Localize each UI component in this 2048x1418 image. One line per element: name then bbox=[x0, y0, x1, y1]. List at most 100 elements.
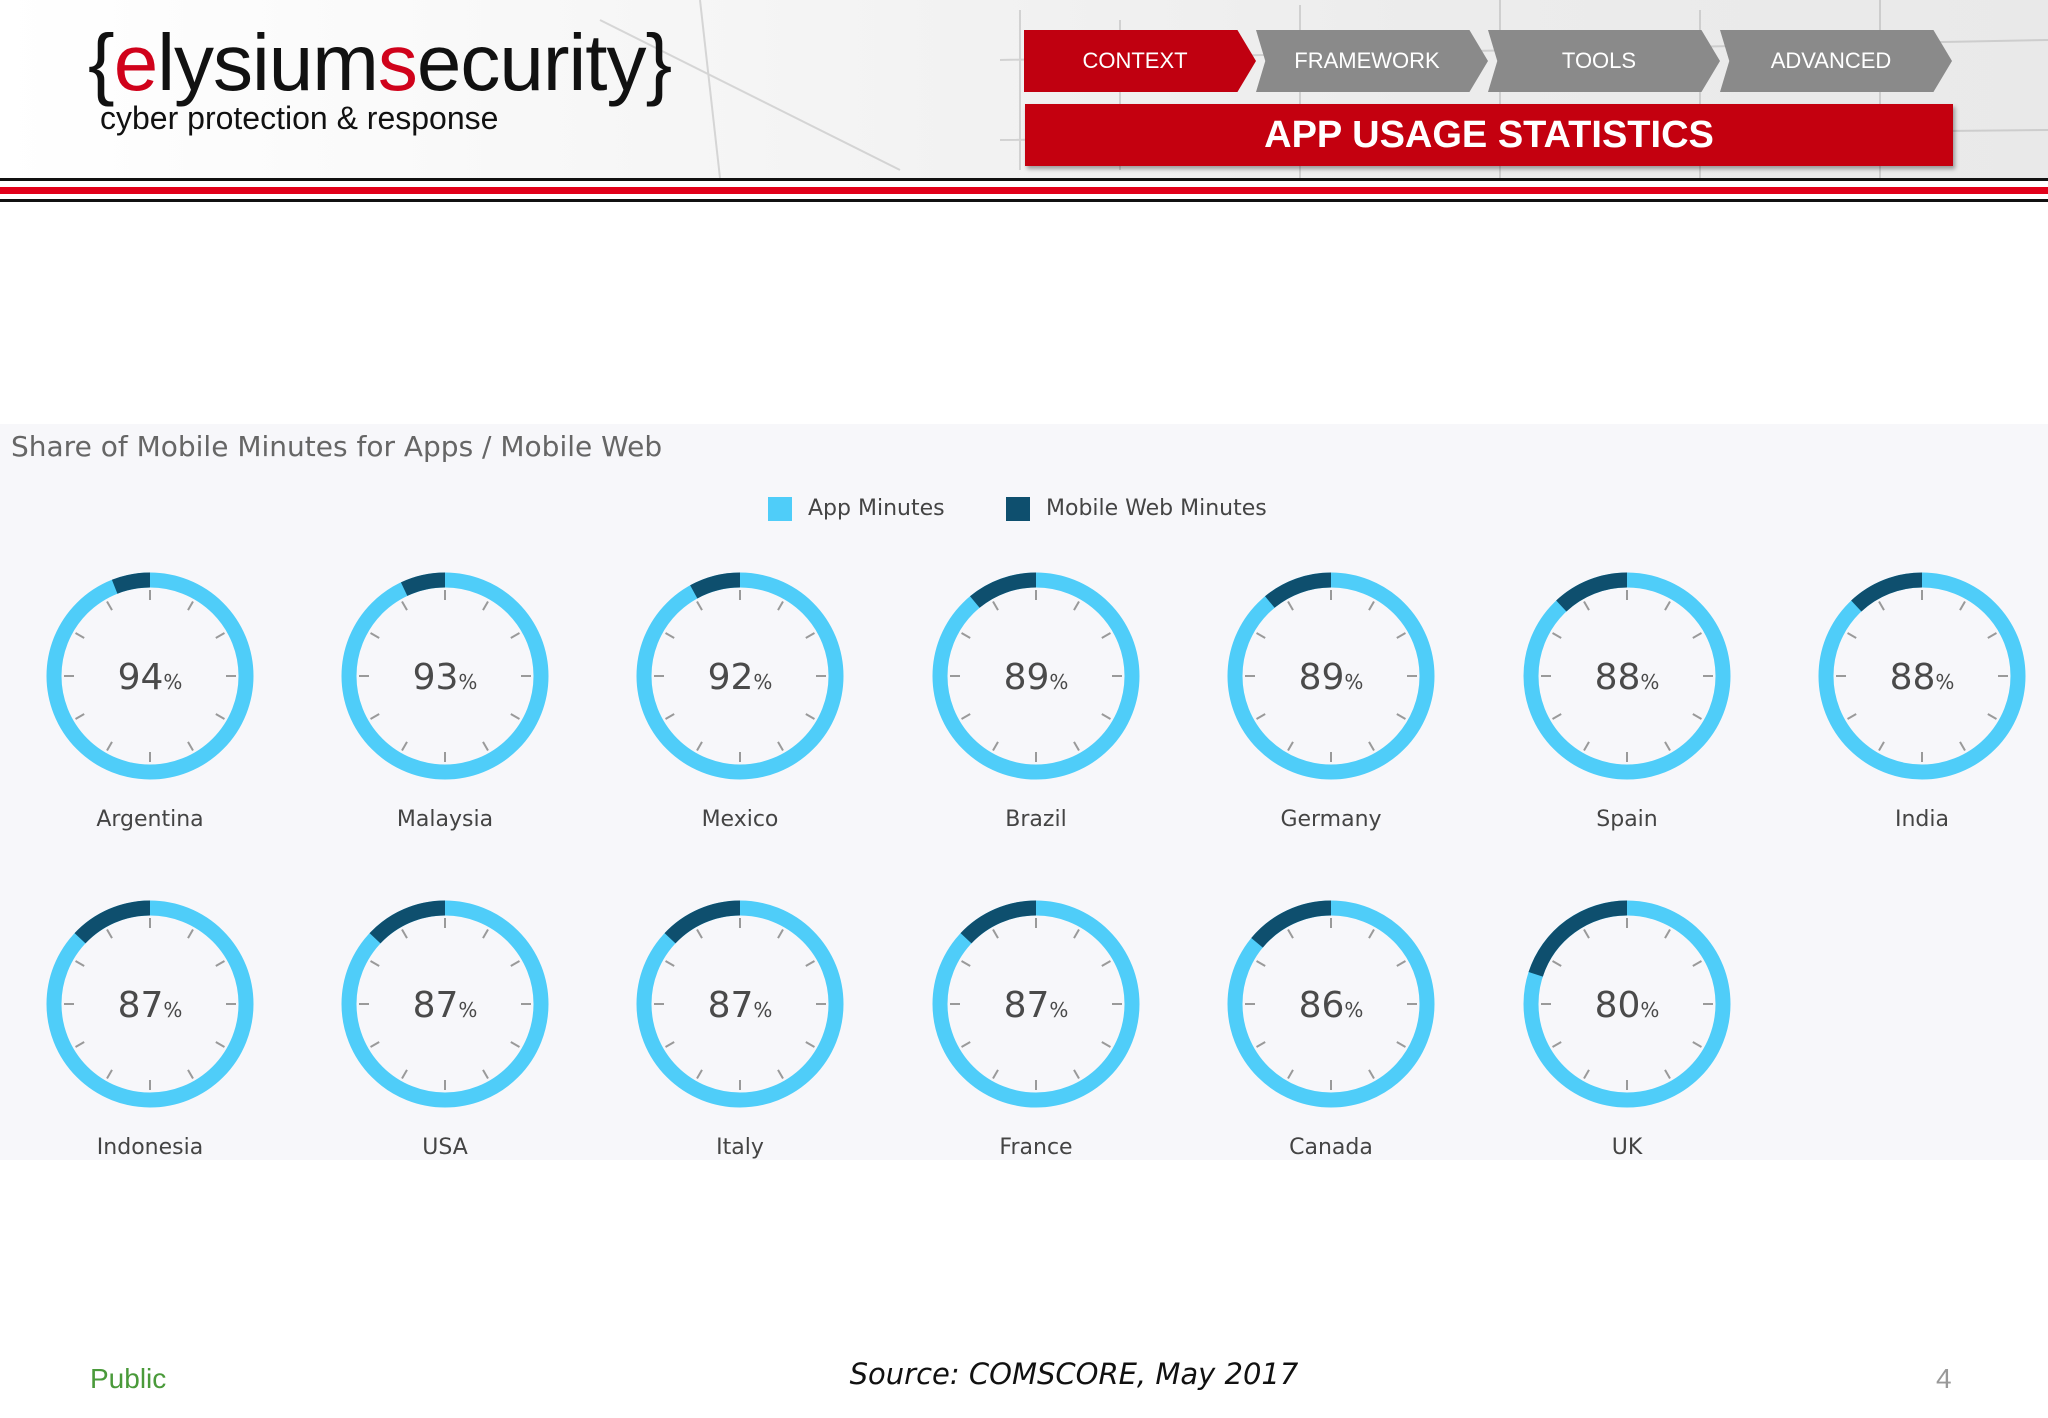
gauge-tick bbox=[106, 929, 113, 939]
gauge-tick bbox=[187, 741, 194, 751]
gauge-ticks-germany bbox=[1245, 590, 1417, 762]
gauge-ticks-india bbox=[1836, 590, 2008, 762]
gauge-value-germany: 89% bbox=[1299, 657, 1364, 698]
gauge-tick bbox=[75, 960, 85, 967]
nav-item-advanced[interactable]: ADVANCED bbox=[1720, 30, 1952, 92]
gauge-tick bbox=[1959, 741, 1966, 751]
gauge-ticks-usa bbox=[359, 918, 531, 1090]
gauge-ticks-france bbox=[950, 918, 1122, 1090]
gauge-tick bbox=[1256, 713, 1266, 720]
gauge-value-canada: 86% bbox=[1299, 985, 1364, 1026]
gauge-tick bbox=[215, 713, 225, 720]
gauge-india: 88% India bbox=[1818, 572, 2026, 832]
gauge-label-france: France bbox=[999, 1135, 1072, 1160]
header-rule-top bbox=[0, 178, 2048, 181]
web-share-arc-germany bbox=[1265, 572, 1332, 608]
gauge-ticks-argentina bbox=[64, 590, 236, 762]
gauge-tick bbox=[510, 1041, 520, 1048]
gauge-tick bbox=[75, 1041, 85, 1048]
gauge-label-italy: Italy bbox=[716, 1135, 764, 1160]
gauge-tick bbox=[370, 960, 380, 967]
gauge-tick bbox=[1583, 601, 1590, 611]
gauge-tick bbox=[215, 632, 225, 639]
gauge-tick bbox=[1987, 713, 1997, 720]
gauge-value-uk: 80% bbox=[1595, 985, 1660, 1026]
header-rule-bottom bbox=[0, 199, 2048, 202]
legend-swatch-app bbox=[768, 496, 792, 521]
web-share-arc-uk bbox=[1528, 900, 1628, 977]
gauge-value-france: 87% bbox=[1004, 985, 1069, 1026]
nav-item-framework[interactable]: FRAMEWORK bbox=[1256, 30, 1488, 92]
web-share-arc-mexico bbox=[690, 572, 741, 599]
web-share-arc-usa bbox=[369, 900, 446, 944]
gauge-tick bbox=[1256, 632, 1266, 639]
gauge-usa: 87% USA bbox=[341, 900, 549, 1160]
gauge-tick bbox=[1583, 1069, 1590, 1079]
gauge-tick bbox=[1664, 929, 1671, 939]
gauge-tick bbox=[961, 632, 971, 639]
gauge-ticks-canada bbox=[1245, 918, 1417, 1090]
gauge-ticks-malaysia bbox=[359, 590, 531, 762]
gauge-tick bbox=[1101, 713, 1111, 720]
gauge-italy: 87% Italy bbox=[636, 900, 844, 1160]
gauge-label-argentina: Argentina bbox=[96, 807, 203, 832]
gauge-tick bbox=[510, 632, 520, 639]
gauge-label-mexico: Mexico bbox=[702, 807, 779, 832]
nav-item-context[interactable]: CONTEXT bbox=[1024, 30, 1256, 92]
gauge-tick bbox=[1073, 741, 1080, 751]
gauge-uk: 80% UK bbox=[1523, 900, 1731, 1160]
gauge-tick bbox=[805, 632, 815, 639]
web-share-arc-brazil bbox=[970, 572, 1037, 608]
gauge-tick bbox=[805, 960, 815, 967]
gauge-tick bbox=[665, 632, 675, 639]
gauge-ticks-uk bbox=[1541, 918, 1713, 1090]
gauge-tick bbox=[370, 632, 380, 639]
gauge-tick bbox=[665, 713, 675, 720]
gauge-tick bbox=[992, 601, 999, 611]
gauge-value-usa: 87% bbox=[413, 985, 478, 1026]
gauge-tick bbox=[777, 741, 784, 751]
gauge-label-malaysia: Malaysia bbox=[397, 807, 493, 832]
gauge-tick bbox=[401, 741, 408, 751]
gauge-tick bbox=[777, 1069, 784, 1079]
gauge-tick bbox=[1396, 960, 1406, 967]
gauge-tick bbox=[1847, 713, 1857, 720]
gauge-tick bbox=[1396, 1041, 1406, 1048]
gauge-tick bbox=[401, 1069, 408, 1079]
gauge-germany: 89% Germany bbox=[1227, 572, 1435, 832]
classification-label: Public bbox=[90, 1363, 167, 1394]
company-logo: {elysiumsecurity} bbox=[88, 18, 672, 107]
gauge-tick bbox=[482, 929, 489, 939]
gauge-ticks-spain bbox=[1541, 590, 1713, 762]
gauge-tick bbox=[1287, 929, 1294, 939]
gauge-tick bbox=[510, 960, 520, 967]
gauge-mexico: 92% Mexico bbox=[636, 572, 844, 832]
gauge-tick bbox=[482, 1069, 489, 1079]
legend-item-web: Mobile Web Minutes bbox=[1006, 496, 1267, 521]
gauge-tick bbox=[696, 1069, 703, 1079]
gauge-tick bbox=[1368, 929, 1375, 939]
gauge-tick bbox=[961, 1041, 971, 1048]
gauge-value-spain: 88% bbox=[1595, 657, 1660, 698]
gauge-spain: 88% Spain bbox=[1523, 572, 1731, 832]
gauge-label-uk: UK bbox=[1612, 1135, 1643, 1160]
gauge-tick bbox=[1692, 632, 1702, 639]
gauge-tick bbox=[1101, 632, 1111, 639]
gauge-tick bbox=[1256, 1041, 1266, 1048]
gauge-tick bbox=[106, 741, 113, 751]
gauge-tick bbox=[961, 960, 971, 967]
nav-item-tools[interactable]: TOOLS bbox=[1488, 30, 1720, 92]
gauge-ticks-italy bbox=[654, 918, 826, 1090]
gauge-tick bbox=[1368, 1069, 1375, 1079]
gauge-tick bbox=[1959, 601, 1966, 611]
gauge-tick bbox=[187, 1069, 194, 1079]
gauge-tick bbox=[106, 601, 113, 611]
gauge-tick bbox=[1664, 741, 1671, 751]
gauge-tick bbox=[1101, 1041, 1111, 1048]
gauge-tick bbox=[187, 929, 194, 939]
gauge-tick bbox=[1987, 632, 1997, 639]
gauge-tick bbox=[106, 1069, 113, 1079]
gauge-tick bbox=[370, 713, 380, 720]
gauge-tick bbox=[1847, 632, 1857, 639]
gauge-tick bbox=[510, 713, 520, 720]
